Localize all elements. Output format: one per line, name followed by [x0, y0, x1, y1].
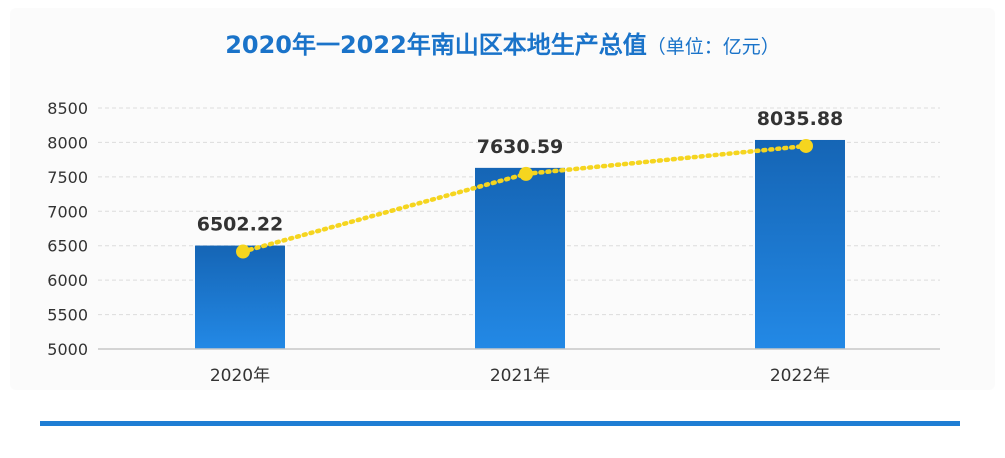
x-tick-label: 2021年: [490, 366, 550, 386]
y-tick-label: 7000: [47, 202, 88, 221]
y-axis: 5000 5500 6000 6500 7000 7500 8000 8500: [47, 99, 88, 359]
y-tick-label: 8500: [47, 99, 88, 118]
x-tick-label: 2022年: [770, 366, 830, 386]
data-label: 7630.59: [477, 136, 564, 158]
y-tick-label: 8000: [47, 133, 88, 152]
y-tick-label: 5000: [47, 340, 88, 359]
y-tick-label: 6500: [47, 237, 88, 256]
trend-marker: [236, 244, 250, 259]
y-tick-label: 6000: [47, 271, 88, 290]
value-labels: 6502.22 7630.59 8035.88: [197, 108, 844, 236]
trend-marker: [519, 166, 533, 181]
chart-title-unit: （单位：亿元）: [646, 36, 780, 58]
bar-2020年: [195, 245, 285, 349]
y-tick-label: 7500: [47, 168, 88, 187]
bars: [195, 139, 845, 349]
trend-marker: [799, 138, 813, 153]
data-label: 8035.88: [757, 108, 844, 130]
x-tick-label: 2020年: [210, 366, 270, 386]
data-label: 6502.22: [197, 214, 284, 236]
chart-title: 2020年一2022年南山区本地生产总值（单位：亿元）: [0, 25, 1005, 61]
bar-2021年: [475, 167, 565, 349]
trend-line: [236, 138, 813, 259]
chart-title-main: 2020年一2022年南山区本地生产总值: [225, 31, 647, 59]
bar-2022年: [755, 139, 845, 349]
bottom-divider: [40, 421, 960, 426]
y-tick-label: 5500: [47, 306, 88, 325]
x-axis: 2020年 2021年 2022年: [98, 348, 940, 386]
